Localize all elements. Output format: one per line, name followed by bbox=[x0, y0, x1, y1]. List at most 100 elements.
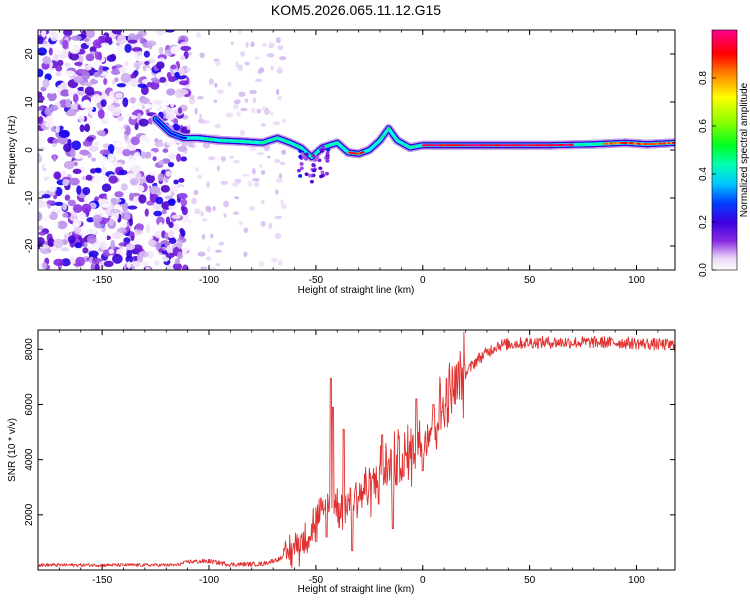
noise-blob bbox=[38, 68, 44, 78]
noise-blob bbox=[140, 261, 149, 267]
noise-blob bbox=[227, 81, 232, 88]
noise-blob bbox=[188, 51, 192, 56]
snr-x-tick-label: 50 bbox=[524, 575, 536, 586]
noise-blob bbox=[110, 239, 116, 250]
noise-blob bbox=[112, 162, 123, 168]
noise-blob bbox=[207, 156, 216, 161]
ridge-scatter bbox=[309, 179, 314, 184]
noise-blob bbox=[62, 202, 68, 211]
noise-blob bbox=[168, 154, 179, 159]
noise-blob bbox=[97, 130, 106, 137]
noise-blob bbox=[100, 99, 107, 107]
noise-blob bbox=[73, 154, 84, 159]
noise-blob bbox=[206, 181, 210, 188]
noise-blob bbox=[38, 115, 44, 125]
noise-blob bbox=[176, 153, 182, 162]
noise-blob bbox=[278, 259, 283, 267]
noise-blob bbox=[107, 152, 114, 162]
noise-blob bbox=[278, 56, 287, 61]
noise-blob bbox=[76, 185, 82, 195]
noise-blob bbox=[97, 108, 105, 119]
noise-blob bbox=[173, 179, 179, 185]
spectrogram-heatmap bbox=[38, 30, 675, 270]
noise-blob bbox=[268, 222, 273, 230]
noise-blob bbox=[184, 84, 190, 90]
noise-blob bbox=[275, 189, 279, 195]
noise-blob bbox=[90, 263, 96, 270]
noise-blob bbox=[167, 161, 175, 168]
noise-blob bbox=[139, 177, 144, 185]
noise-blob bbox=[110, 209, 122, 214]
noise-blob bbox=[79, 212, 87, 220]
noise-blob bbox=[41, 216, 51, 222]
snr-panel: -150 -100 -50 0 50 100 2000 4000 6000 8000 Height… bbox=[7, 329, 676, 595]
snr-frame bbox=[37, 329, 676, 571]
noise-blob bbox=[252, 178, 260, 182]
noise-blob bbox=[180, 45, 192, 52]
ridge-scatter bbox=[304, 152, 309, 157]
noise-blob bbox=[232, 103, 239, 110]
noise-blob bbox=[105, 95, 112, 101]
noise-blob bbox=[118, 169, 128, 176]
noise-blob bbox=[42, 78, 50, 89]
noise-blob bbox=[128, 218, 134, 226]
ridge-scatter bbox=[318, 166, 323, 171]
noise-blob bbox=[185, 66, 191, 73]
noise-blob bbox=[64, 233, 69, 240]
noise-blob bbox=[93, 71, 100, 78]
noise-blob bbox=[153, 210, 163, 217]
noise-blob bbox=[72, 168, 82, 175]
noise-blob bbox=[57, 220, 68, 230]
noise-blob bbox=[170, 45, 181, 55]
noise-blob bbox=[145, 266, 151, 270]
noise-blob bbox=[166, 72, 172, 79]
spectrogram-y-tick-label: 10 bbox=[24, 96, 35, 108]
noise-blob bbox=[122, 97, 129, 108]
noise-blob bbox=[158, 222, 164, 231]
noise-blob bbox=[101, 202, 110, 208]
noise-blob bbox=[145, 174, 155, 184]
noise-blob bbox=[251, 107, 256, 114]
noise-blob bbox=[46, 91, 57, 102]
noise-blob bbox=[114, 262, 121, 270]
noise-blob bbox=[41, 262, 48, 270]
ridge-scatter bbox=[312, 168, 317, 173]
noise-blob bbox=[179, 227, 185, 234]
ridge-scatter bbox=[307, 173, 312, 178]
noise-blob bbox=[138, 251, 149, 258]
ridge-scatter bbox=[313, 158, 318, 162]
noise-blob bbox=[43, 163, 54, 169]
ridge-scatter bbox=[301, 155, 306, 160]
ridge-scatter bbox=[320, 149, 325, 153]
noise-blob bbox=[48, 47, 53, 56]
noise-blob bbox=[106, 190, 113, 201]
noise-blob bbox=[274, 215, 283, 220]
noise-blob bbox=[215, 249, 222, 253]
noise-blob bbox=[158, 47, 164, 55]
noise-blob bbox=[106, 54, 116, 62]
noise-blob bbox=[116, 83, 126, 88]
noise-blob bbox=[38, 142, 42, 148]
noise-blob bbox=[90, 168, 97, 174]
noise-blob bbox=[261, 200, 265, 205]
noise-blob bbox=[92, 214, 103, 223]
noise-blob bbox=[232, 211, 239, 215]
spectrogram-y-axis-label: Frequency (Hz) bbox=[7, 116, 18, 185]
ridge-scatter bbox=[324, 171, 329, 176]
noise-blob bbox=[188, 98, 196, 105]
noise-blob bbox=[135, 223, 144, 231]
noise-blob bbox=[220, 180, 229, 185]
noise-blob bbox=[171, 223, 180, 231]
noise-blob bbox=[209, 267, 217, 270]
noise-blob bbox=[69, 52, 80, 61]
noise-blob bbox=[118, 125, 124, 132]
noise-blob bbox=[52, 220, 59, 229]
noise-blob bbox=[98, 65, 103, 75]
noise-blob bbox=[86, 136, 95, 142]
snr-series-line bbox=[38, 331, 675, 569]
noise-blob bbox=[196, 174, 203, 179]
noise-blob bbox=[114, 191, 124, 198]
noise-blob bbox=[98, 261, 105, 270]
noise-blob bbox=[276, 89, 280, 96]
noise-blob bbox=[266, 53, 275, 58]
